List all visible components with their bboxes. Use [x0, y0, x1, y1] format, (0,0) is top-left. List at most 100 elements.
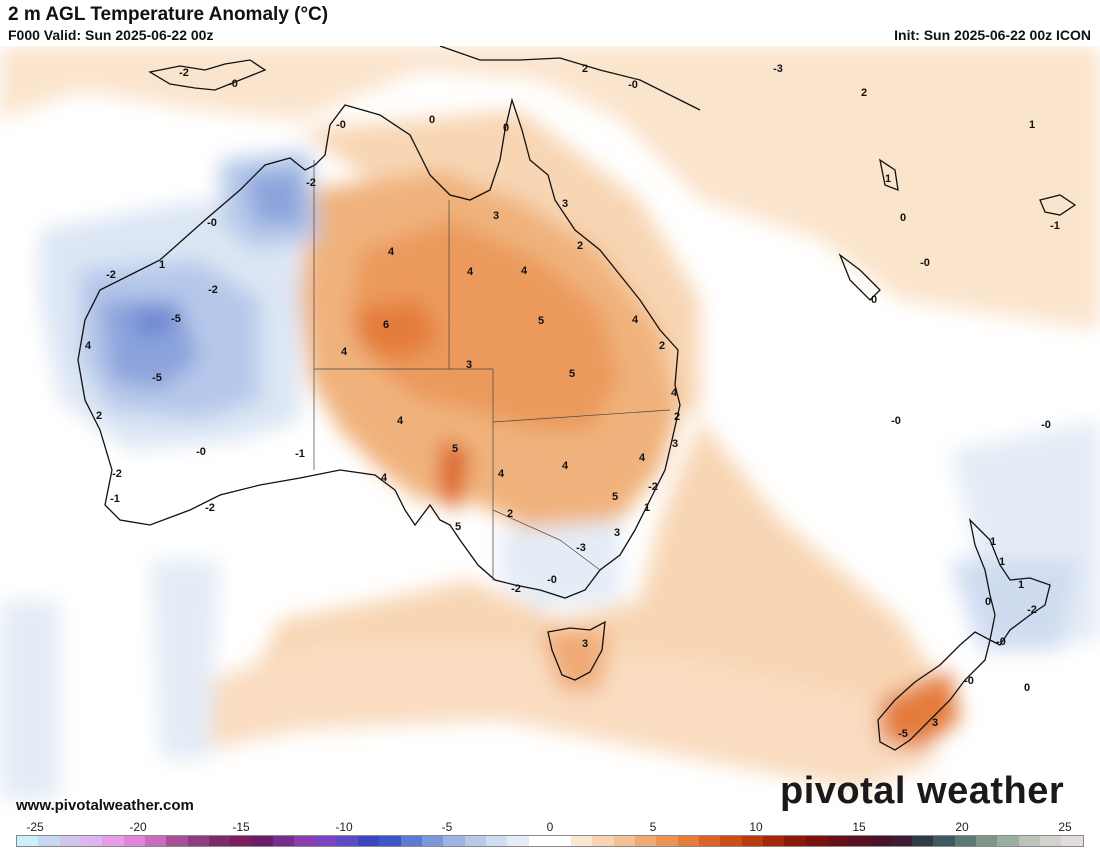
anomaly-value-label: 1: [1018, 579, 1024, 591]
anomaly-value-label: -1: [295, 448, 305, 460]
anomaly-value-label: -0: [996, 636, 1006, 648]
anomaly-value-label: 4: [388, 246, 395, 258]
anomaly-value-label: -2: [106, 269, 116, 281]
anomaly-value-label: 3: [582, 638, 588, 650]
anomaly-value-label: -2: [112, 468, 122, 480]
colorbar-tick-label: -10: [335, 820, 353, 834]
colorbar-swatch: [443, 836, 465, 846]
anomaly-value-label: 3: [562, 198, 568, 210]
coastlines: [77, 46, 1077, 751]
anomaly-value-label: -2: [648, 481, 658, 493]
anomaly-value-label: -5: [171, 313, 181, 325]
colorbar-swatch: [166, 836, 188, 846]
anomaly-value-label: 5: [455, 521, 461, 533]
colorbar-swatch: [549, 836, 572, 846]
colorbar-swatch: [741, 836, 763, 846]
colorbar-swatch: [784, 836, 806, 846]
colorbar-tick-label: 5: [649, 820, 657, 834]
colorbar-swatch: [848, 836, 870, 846]
colorbar-swatch: [485, 836, 508, 846]
colorbar-swatch: [379, 836, 401, 846]
colorbar-tick-label: 20: [955, 820, 969, 834]
anomaly-value-label: 2: [507, 508, 513, 520]
temperature-anomaly-map: -2 -0 2 -0 -3 2 1 -0 0 0 -2 -0 3 3 1 0 -0 2 -1 -2 1 -2 4 4 4 0 -5 6…: [0, 46, 1100, 818]
colorbar-swatch: [17, 836, 39, 846]
colorbar-swatch: [102, 836, 124, 846]
colorbar-swatch: [613, 836, 636, 846]
anomaly-value-label: -0: [228, 78, 238, 90]
anomaly-value-label: 3: [493, 210, 499, 222]
anomaly-value-label: 1: [644, 502, 650, 514]
anomaly-value-label: 2: [659, 340, 665, 352]
anomaly-value-label: 2: [861, 87, 867, 99]
map-title: 2 m AGL Temperature Anomaly (°C): [8, 4, 329, 25]
anomaly-value-label: 6: [383, 319, 389, 331]
anomaly-value-label: -0: [628, 79, 638, 91]
anomaly-value-label: 2: [96, 410, 102, 422]
anomaly-value-label: 0: [985, 596, 991, 608]
anomaly-value-label: -1: [1050, 220, 1060, 232]
colorbar-tick-label: -15: [232, 820, 250, 834]
colorbar-swatch: [507, 836, 529, 846]
anomaly-value-label: -0: [196, 446, 206, 458]
anomaly-value-label: -0: [207, 217, 217, 229]
colorbar-swatch: [1018, 836, 1040, 846]
anomaly-value-label: 5: [612, 491, 618, 503]
anomaly-value-label: -2: [511, 583, 521, 595]
anomaly-value-label: 4: [381, 472, 388, 484]
anomaly-value-label: 1: [159, 259, 165, 271]
init-time: Init: Sun 2025-06-22 00z ICON: [894, 27, 1091, 43]
colorbar-swatch: [762, 836, 785, 846]
anomaly-value-label: 2: [577, 240, 583, 252]
colorbar-swatch: [272, 836, 295, 846]
anomaly-value-label: -0: [891, 415, 901, 427]
anomaly-value-label: 3: [466, 359, 472, 371]
brand-logo: pivotal weather: [780, 770, 1065, 812]
colorbar-swatch: [976, 836, 998, 846]
colorbar-swatch: [720, 836, 742, 846]
anomaly-value-label: -0: [547, 574, 557, 586]
colorbar-tick-label: 15: [852, 820, 866, 834]
colorbar-swatch: [208, 836, 231, 846]
anomaly-value-label: -5: [898, 728, 908, 740]
anomaly-value-label: -2: [306, 177, 316, 189]
colorbar-swatch: [699, 836, 721, 846]
anomaly-value-label: -3: [576, 542, 586, 554]
colorbar-swatches: [16, 835, 1084, 847]
anomaly-value-labels: -2 -0 2 -0 -3 2 1 -0 0 0 -2 -0 3 3 1 0 -0 2 -1 -2 1 -2 4 4 4 0 -5 6…: [85, 63, 1060, 740]
colorbar-tick-label: 10: [749, 820, 763, 834]
anomaly-value-label: 3: [614, 527, 620, 539]
anomaly-value-label: 0: [429, 114, 435, 126]
colorbar-swatch: [656, 836, 678, 846]
anomaly-value-label: 0: [1024, 682, 1030, 694]
colorbar-tick-label: -25: [26, 820, 44, 834]
colorbar-swatch: [400, 836, 422, 846]
anomaly-value-label: 2: [582, 63, 588, 75]
colorbar-swatch: [464, 836, 486, 846]
colorbar-swatch: [912, 836, 934, 846]
colorbar-swatch: [315, 836, 337, 846]
anomaly-value-label: -1: [110, 493, 120, 505]
anomaly-value-label: 4: [498, 468, 505, 480]
header: 2 m AGL Temperature Anomaly (°C) F000 Va…: [0, 0, 1100, 46]
anomaly-value-label: -0: [336, 119, 346, 131]
anomaly-value-label: 4: [521, 265, 528, 277]
colorbar-swatch: [528, 836, 550, 846]
colorbar-swatch: [1040, 836, 1062, 846]
anomaly-value-label: 5: [452, 443, 458, 455]
colorbar-swatch: [294, 836, 316, 846]
colorbar-swatch: [571, 836, 593, 846]
colorbar-swatch: [805, 836, 827, 846]
colorbar-swatch: [869, 836, 891, 846]
anomaly-value-label: 4: [341, 346, 348, 358]
colorbar-swatch: [1061, 836, 1083, 846]
anomaly-value-label: 5: [569, 368, 575, 380]
anomaly-value-label: -0: [964, 675, 974, 687]
colorbar-tick-label: 25: [1058, 820, 1072, 834]
colorbar-swatch: [421, 836, 444, 846]
anomaly-value-label: 0: [900, 212, 906, 224]
anomaly-value-label: -2: [208, 284, 218, 296]
colorbar-swatch: [80, 836, 103, 846]
colorbar-swatch: [826, 836, 849, 846]
anomaly-value-label: -0: [1041, 419, 1051, 431]
